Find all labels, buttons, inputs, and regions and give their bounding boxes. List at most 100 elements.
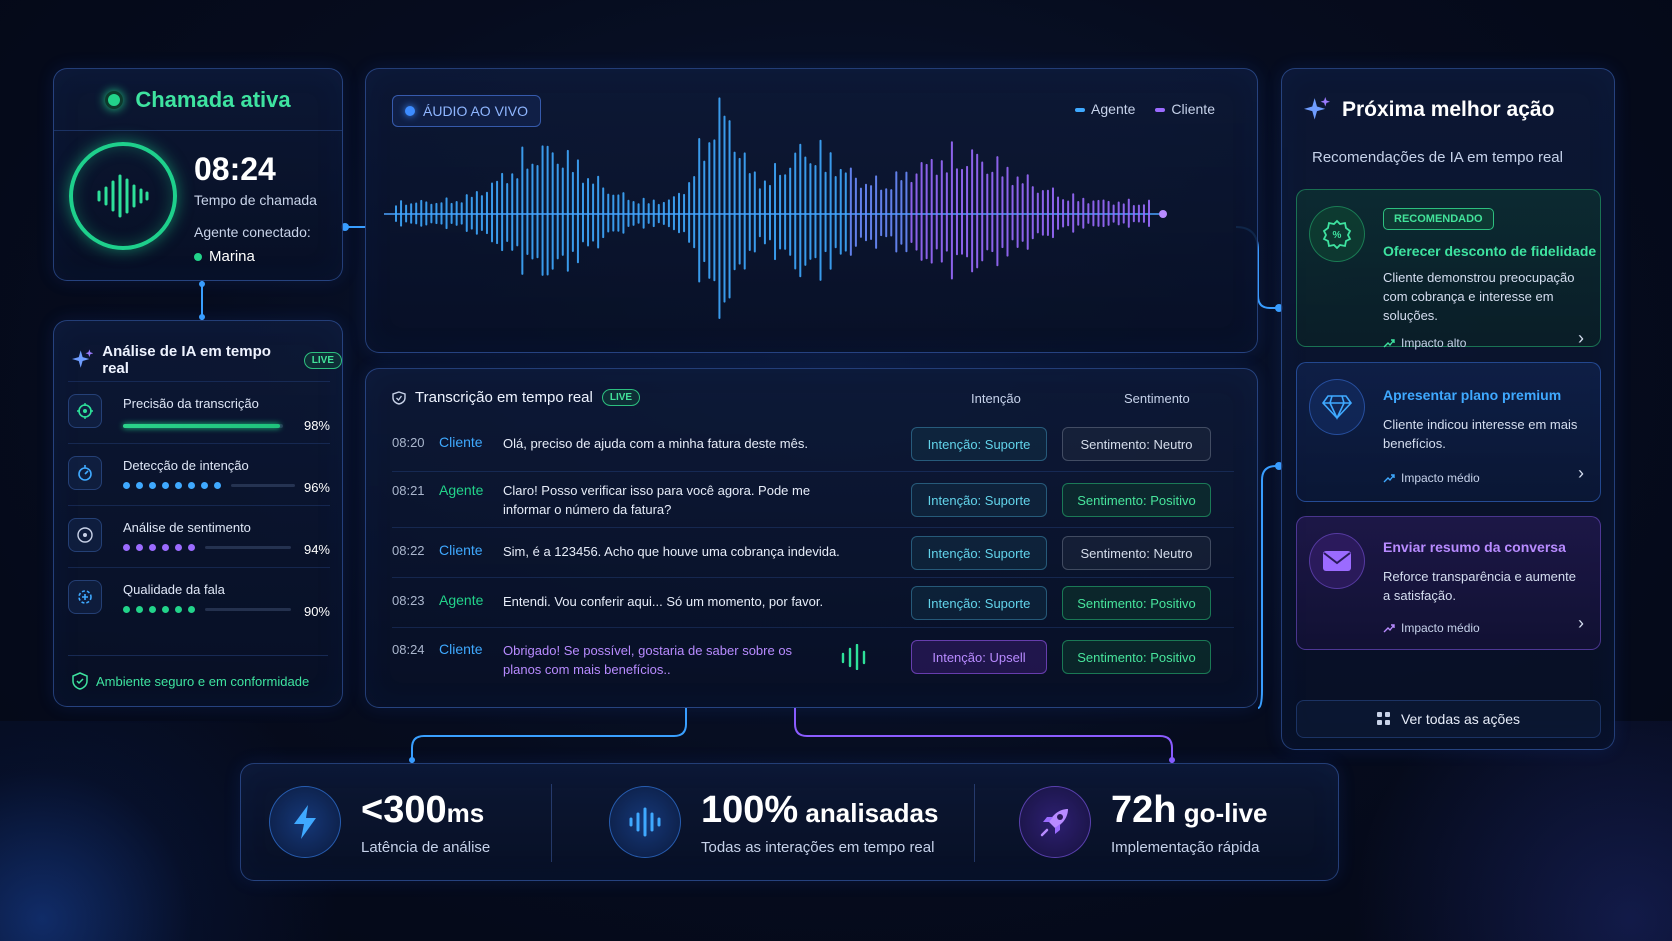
sparkle-icon — [72, 349, 94, 368]
active-call-panel: Chamada ativa 08:24 Tempo de chamada Age… — [53, 68, 343, 281]
metric-value: 96% — [303, 480, 330, 495]
stat-label: Implementação rápida — [1111, 839, 1260, 856]
row-time: 08:24 — [392, 642, 425, 657]
sparkle-icon — [1304, 97, 1330, 120]
live-audio-dot — [405, 106, 415, 116]
action-impact: Impacto alto — [1383, 336, 1466, 350]
sentiment-tag: Sentimento: Positivo — [1062, 640, 1211, 674]
metric-transcription-accuracy: Precisão da transcrição 98% — [68, 381, 330, 441]
ai-analysis-header: Análise de IA em tempo real LIVE — [72, 343, 342, 377]
metric-label: Qualidade da fala — [123, 582, 225, 597]
stat-label: Latência de análise — [361, 839, 491, 856]
transcript-row: 08:21 Agente Claro! Posso verificar isso… — [392, 471, 1234, 527]
intent-tag: Intenção: Suporte — [911, 483, 1047, 517]
intent-detection-icon — [68, 456, 102, 490]
column-sentiment: Sentimento — [1124, 391, 1190, 406]
action-description: Cliente demonstrou preocupação com cobra… — [1383, 270, 1575, 323]
chevron-right-icon[interactable]: › — [1578, 613, 1584, 633]
transcript-row: 08:23 Agente Entendi. Vou conferir aqui.… — [392, 577, 1234, 627]
sentiment-tag: Sentimento: Positivo — [1062, 483, 1211, 517]
svg-text:%: % — [1333, 230, 1342, 241]
shield-check-icon — [72, 672, 88, 690]
transcript-panel: Transcrição em tempo real LIVE Intenção … — [365, 368, 1258, 708]
divider — [551, 784, 552, 862]
stat-coverage: 100% analisadas Todas as interações em t… — [581, 764, 981, 882]
action-impact: Impacto médio — [1383, 621, 1480, 635]
stat-value: <300ms — [361, 789, 485, 831]
intent-tag: Intenção: Upsell — [911, 640, 1047, 674]
stats-bar: <300ms Latência de análise 100% analisad… — [240, 763, 1339, 881]
action-description: Reforce transparência e aumente a satisf… — [1383, 569, 1576, 603]
transcript-row: 08:20 Cliente Olá, preciso de ajuda com … — [392, 419, 1234, 471]
percent-badge-icon: % — [1309, 206, 1365, 262]
next-best-action-panel: Próxima melhor ação Recomendações de IA … — [1281, 68, 1615, 750]
agent-connected-label: Agente conectado: — [194, 224, 311, 240]
agent-name: Marina — [194, 248, 255, 265]
chevron-right-icon[interactable]: › — [1578, 328, 1584, 348]
row-speaker: Agente — [439, 592, 484, 608]
trend-up-icon — [1383, 339, 1395, 348]
next-action-header: Próxima melhor ação — [1304, 97, 1554, 123]
lightning-icon — [269, 786, 341, 858]
live-audio-label: ÁUDIO AO VIVO — [423, 103, 529, 119]
metric-dots-purple — [123, 544, 291, 551]
metric-dots-green — [123, 606, 291, 613]
active-call-header: Chamada ativa — [54, 69, 342, 131]
action-description: Cliente indicou interesse em mais benefí… — [1383, 417, 1578, 451]
row-time: 08:21 — [392, 483, 425, 498]
transcript-header: Transcrição em tempo real LIVE — [392, 389, 641, 406]
intent-tag: Intenção: Suporte — [911, 586, 1047, 620]
metric-label: Análise de sentimento — [123, 520, 251, 535]
call-duration-label: Tempo de chamada — [194, 192, 317, 208]
action-card-loyalty-discount[interactable]: % RECOMENDADO Oferecer desconto de fidel… — [1296, 189, 1601, 350]
speaking-wave-icon — [841, 644, 866, 670]
view-all-label: Ver todas as ações — [1400, 711, 1521, 727]
row-time: 08:20 — [392, 435, 425, 450]
call-audio-ring — [69, 142, 177, 250]
live-status-dot — [105, 90, 124, 109]
stat-go-live: 72h go-live Implementação rápida — [991, 764, 1331, 882]
metric-value: 98% — [303, 418, 330, 433]
intent-tag: Intenção: Suporte — [911, 536, 1047, 570]
metric-bar-track — [123, 424, 283, 428]
action-card-premium-plan[interactable]: Apresentar plano premium Cliente indicou… — [1296, 362, 1601, 502]
row-speaker: Cliente — [439, 542, 483, 558]
ai-analysis-title: Análise de IA em tempo real — [102, 343, 271, 377]
mail-icon — [1309, 533, 1365, 589]
sentiment-tag: Sentimento: Neutro — [1062, 536, 1211, 570]
call-duration: 08:24 — [194, 151, 276, 187]
secure-environment-text: Ambiente seguro e em conformidade — [96, 673, 310, 689]
row-message: Sim, é a 123456. Acho que houve uma cobr… — [503, 544, 840, 559]
stat-latency: <300ms Latência de análise — [241, 764, 551, 882]
recommended-badge: RECOMENDADO — [1383, 208, 1494, 230]
sentiment-icon — [68, 518, 102, 552]
action-card-send-summary[interactable]: Enviar resumo da conversa Reforce transp… — [1296, 516, 1601, 650]
metric-dots-blue — [123, 482, 295, 489]
row-message: Claro! Posso verificar isso para você ag… — [503, 483, 811, 517]
row-time: 08:23 — [392, 593, 425, 608]
row-speaker: Agente — [439, 482, 484, 498]
active-call-title: Chamada ativa — [135, 86, 291, 112]
sentiment-tag: Sentimento: Positivo — [1062, 586, 1211, 620]
live-audio-panel: ÁUDIO AO VIVO Agente Cliente — [365, 68, 1258, 353]
live-badge: LIVE — [601, 389, 641, 406]
divider — [68, 655, 328, 656]
transcription-target-icon — [68, 394, 102, 428]
row-message: Entendi. Vou conferir aqui... Só um mome… — [503, 594, 824, 609]
action-title: Oferecer desconto de fidelidade — [1383, 243, 1597, 259]
metric-sentiment-analysis: Análise de sentimento 94% — [68, 505, 330, 565]
legend-agent: Agente — [1075, 101, 1135, 117]
audio-waveform — [384, 97, 1167, 320]
sentiment-tag: Sentimento: Neutro — [1062, 427, 1211, 461]
trend-up-icon — [1383, 474, 1395, 483]
chevron-right-icon[interactable]: › — [1578, 463, 1584, 483]
waveform-end-dot — [1159, 210, 1167, 218]
next-action-title: Próxima melhor ação — [1342, 98, 1555, 121]
row-speaker: Cliente — [439, 434, 483, 450]
action-title: Apresentar plano premium — [1383, 387, 1562, 403]
view-all-actions-button[interactable]: Ver todas as ações — [1296, 700, 1601, 738]
stat-value: 72h go-live — [1111, 789, 1268, 831]
agent-online-dot — [194, 252, 202, 261]
intent-tag: Intenção: Suporte — [911, 427, 1047, 461]
agent-name-text: Marina — [209, 248, 255, 265]
